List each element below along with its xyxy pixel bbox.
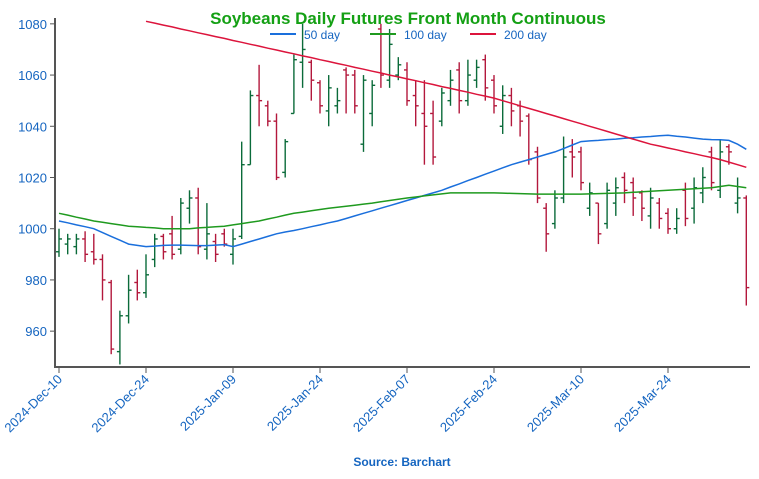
moving-average-line (58, 134, 747, 248)
y-tick-label: 1000 (18, 222, 47, 237)
y-tick-label: 960 (25, 324, 47, 339)
x-tick-label: 2025-Jan-24 (264, 372, 326, 434)
x-tick-label: 2025-Feb-24 (437, 372, 500, 435)
x-tick-label: 2025-Mar-10 (524, 372, 587, 435)
moving-average-line (145, 20, 747, 169)
y-tick-label: 1060 (18, 68, 47, 83)
legend-label: 100 day (404, 28, 447, 42)
legend-label: 50 day (304, 28, 340, 42)
x-tick-label: 2025-Mar-24 (611, 372, 674, 435)
y-tick-label: 1080 (18, 17, 47, 32)
chart-title: Soybeans Daily Futures Front Month Conti… (210, 9, 606, 28)
x-tick-label: 2025-Feb-07 (350, 372, 413, 435)
y-tick-label: 1020 (18, 170, 47, 185)
moving-average-line (58, 184, 747, 230)
legend-label: 200 day (504, 28, 547, 42)
y-tick-label: 1040 (18, 119, 47, 134)
y-tick-label: 980 (25, 273, 47, 288)
source-note: Source: Barchart (353, 455, 450, 469)
x-tick-label: 2024-Dec-10 (1, 372, 65, 436)
x-tick-label: 2024-Dec-24 (88, 372, 152, 436)
x-tick-label: 2025-Jan-09 (177, 372, 239, 434)
